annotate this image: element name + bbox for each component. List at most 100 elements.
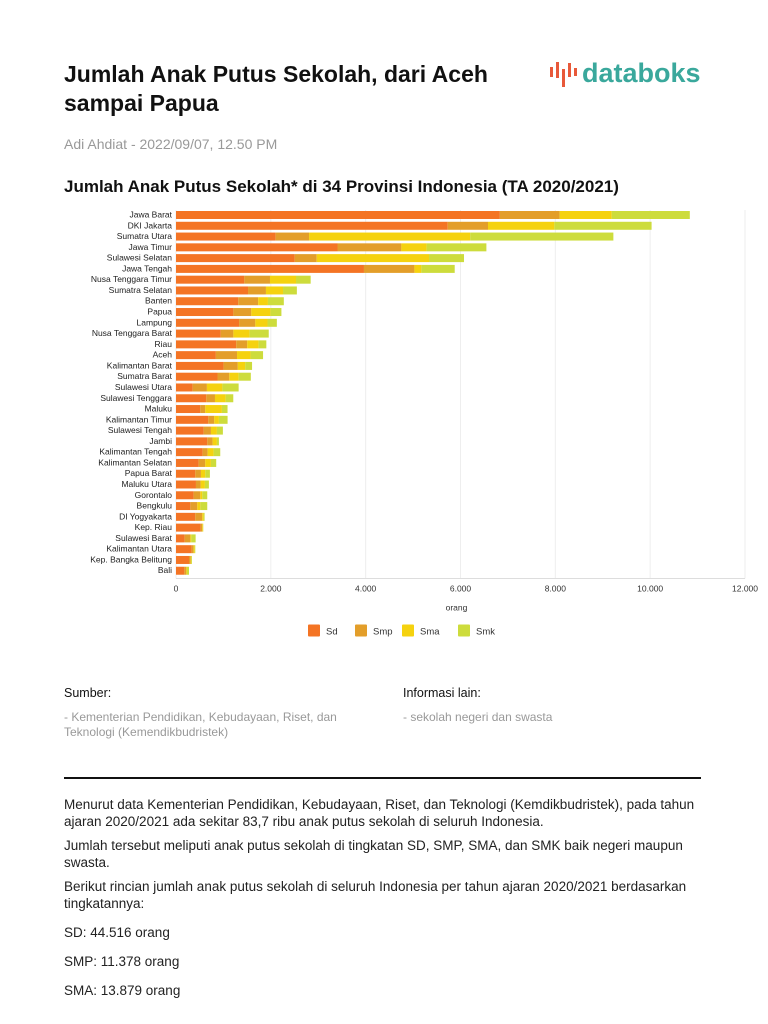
- bar-smp[interactable]: [202, 448, 208, 457]
- bar-smp[interactable]: [190, 502, 198, 511]
- bar-smp[interactable]: [206, 394, 215, 403]
- bar-smk[interactable]: [270, 308, 282, 317]
- legend-swatch[interactable]: [402, 624, 414, 637]
- bar-sd[interactable]: [176, 502, 191, 511]
- bar-sd[interactable]: [176, 469, 196, 478]
- bar-sd[interactable]: [176, 329, 221, 338]
- bar-smk[interactable]: [238, 372, 251, 381]
- bar-sma[interactable]: [193, 545, 195, 554]
- bar-sd[interactable]: [176, 555, 189, 564]
- legend-label[interactable]: Sma: [420, 627, 440, 638]
- bar-smp[interactable]: [191, 545, 194, 554]
- bar-sma[interactable]: [237, 361, 246, 370]
- bar-sma[interactable]: [202, 523, 203, 532]
- bar-smp[interactable]: [193, 491, 201, 500]
- bar-sd[interactable]: [176, 480, 196, 489]
- bar-smk[interactable]: [222, 383, 239, 392]
- bar-sd[interactable]: [176, 286, 249, 295]
- bar-smp[interactable]: [198, 458, 206, 467]
- bar-smk[interactable]: [225, 394, 234, 403]
- bar-sma[interactable]: [247, 340, 259, 349]
- bar-smk[interactable]: [429, 254, 465, 263]
- bar-smp[interactable]: [192, 383, 207, 392]
- bar-sma[interactable]: [205, 405, 222, 414]
- bar-smp[interactable]: [238, 297, 259, 306]
- bar-smp[interactable]: [239, 318, 256, 327]
- bar-sma[interactable]: [237, 351, 251, 360]
- bar-sma[interactable]: [200, 480, 205, 489]
- bar-sd[interactable]: [176, 340, 237, 349]
- bar-sd[interactable]: [176, 512, 196, 521]
- bar-smk[interactable]: [218, 415, 228, 424]
- bar-sd[interactable]: [176, 221, 448, 230]
- legend-label[interactable]: Smk: [476, 627, 495, 638]
- bar-sd[interactable]: [176, 545, 192, 554]
- bar-sma[interactable]: [205, 458, 211, 467]
- bar-smp[interactable]: [195, 512, 203, 521]
- bar-sma[interactable]: [309, 232, 471, 241]
- bar-sd[interactable]: [176, 254, 295, 263]
- bar-sd[interactable]: [176, 264, 364, 273]
- bar-sma[interactable]: [258, 297, 268, 306]
- bar-smp[interactable]: [215, 351, 238, 360]
- databoks-logo[interactable]: databoks: [548, 58, 701, 89]
- bar-smk[interactable]: [203, 512, 205, 521]
- bar-smk[interactable]: [205, 469, 210, 478]
- bar-sma[interactable]: [265, 286, 284, 295]
- bar-sd[interactable]: [176, 426, 204, 435]
- bar-smk[interactable]: [426, 243, 487, 252]
- bar-sd[interactable]: [176, 405, 201, 414]
- bar-smp[interactable]: [248, 286, 266, 295]
- bar-smp[interactable]: [200, 405, 206, 414]
- bar-sd[interactable]: [176, 351, 216, 360]
- bar-smp[interactable]: [275, 232, 310, 241]
- bar-sma[interactable]: [214, 394, 226, 403]
- bar-smk[interactable]: [216, 437, 219, 446]
- bar-sd[interactable]: [176, 361, 224, 370]
- bar-sma[interactable]: [202, 512, 204, 521]
- bar-sma[interactable]: [197, 502, 201, 511]
- bar-sma[interactable]: [206, 383, 223, 392]
- legend-label[interactable]: Smp: [373, 627, 393, 638]
- bar-smp[interactable]: [236, 340, 248, 349]
- bar-smk[interactable]: [202, 491, 208, 500]
- bar-smp[interactable]: [203, 426, 211, 435]
- bar-smk[interactable]: [249, 329, 269, 338]
- bar-sma[interactable]: [255, 318, 268, 327]
- bar-sd[interactable]: [176, 523, 201, 532]
- bar-sma[interactable]: [559, 211, 612, 219]
- bar-sd[interactable]: [176, 275, 245, 284]
- bar-smp[interactable]: [447, 221, 489, 230]
- bar-sma[interactable]: [214, 415, 219, 424]
- bar-smk[interactable]: [204, 480, 209, 489]
- bar-sd[interactable]: [176, 318, 240, 327]
- bar-sd[interactable]: [176, 297, 239, 306]
- bar-smk[interactable]: [611, 211, 690, 219]
- bar-smk[interactable]: [187, 566, 189, 575]
- bar-sma[interactable]: [229, 372, 239, 381]
- bar-smp[interactable]: [195, 469, 201, 478]
- bar-sd[interactable]: [176, 372, 218, 381]
- bar-sma[interactable]: [207, 448, 214, 457]
- bar-sd[interactable]: [176, 448, 203, 457]
- bar-smk[interactable]: [296, 275, 311, 284]
- bar-smk[interactable]: [250, 351, 264, 360]
- bar-sd[interactable]: [176, 566, 185, 575]
- bar-smp[interactable]: [217, 372, 230, 381]
- legend-swatch[interactable]: [308, 624, 320, 637]
- legend-swatch[interactable]: [355, 624, 367, 637]
- bar-smp[interactable]: [220, 329, 234, 338]
- bar-smp[interactable]: [184, 534, 191, 543]
- bar-smp[interactable]: [499, 211, 560, 219]
- bar-smp[interactable]: [188, 555, 191, 564]
- bar-smp[interactable]: [195, 480, 201, 489]
- bar-sma[interactable]: [186, 566, 188, 575]
- bar-smk[interactable]: [194, 545, 196, 554]
- bar-sma[interactable]: [414, 264, 422, 273]
- bar-smp[interactable]: [200, 523, 203, 532]
- bar-sd[interactable]: [176, 394, 207, 403]
- bar-sd[interactable]: [176, 491, 194, 500]
- bar-sma[interactable]: [269, 275, 297, 284]
- bar-sd[interactable]: [176, 383, 193, 392]
- bar-smk[interactable]: [191, 555, 192, 564]
